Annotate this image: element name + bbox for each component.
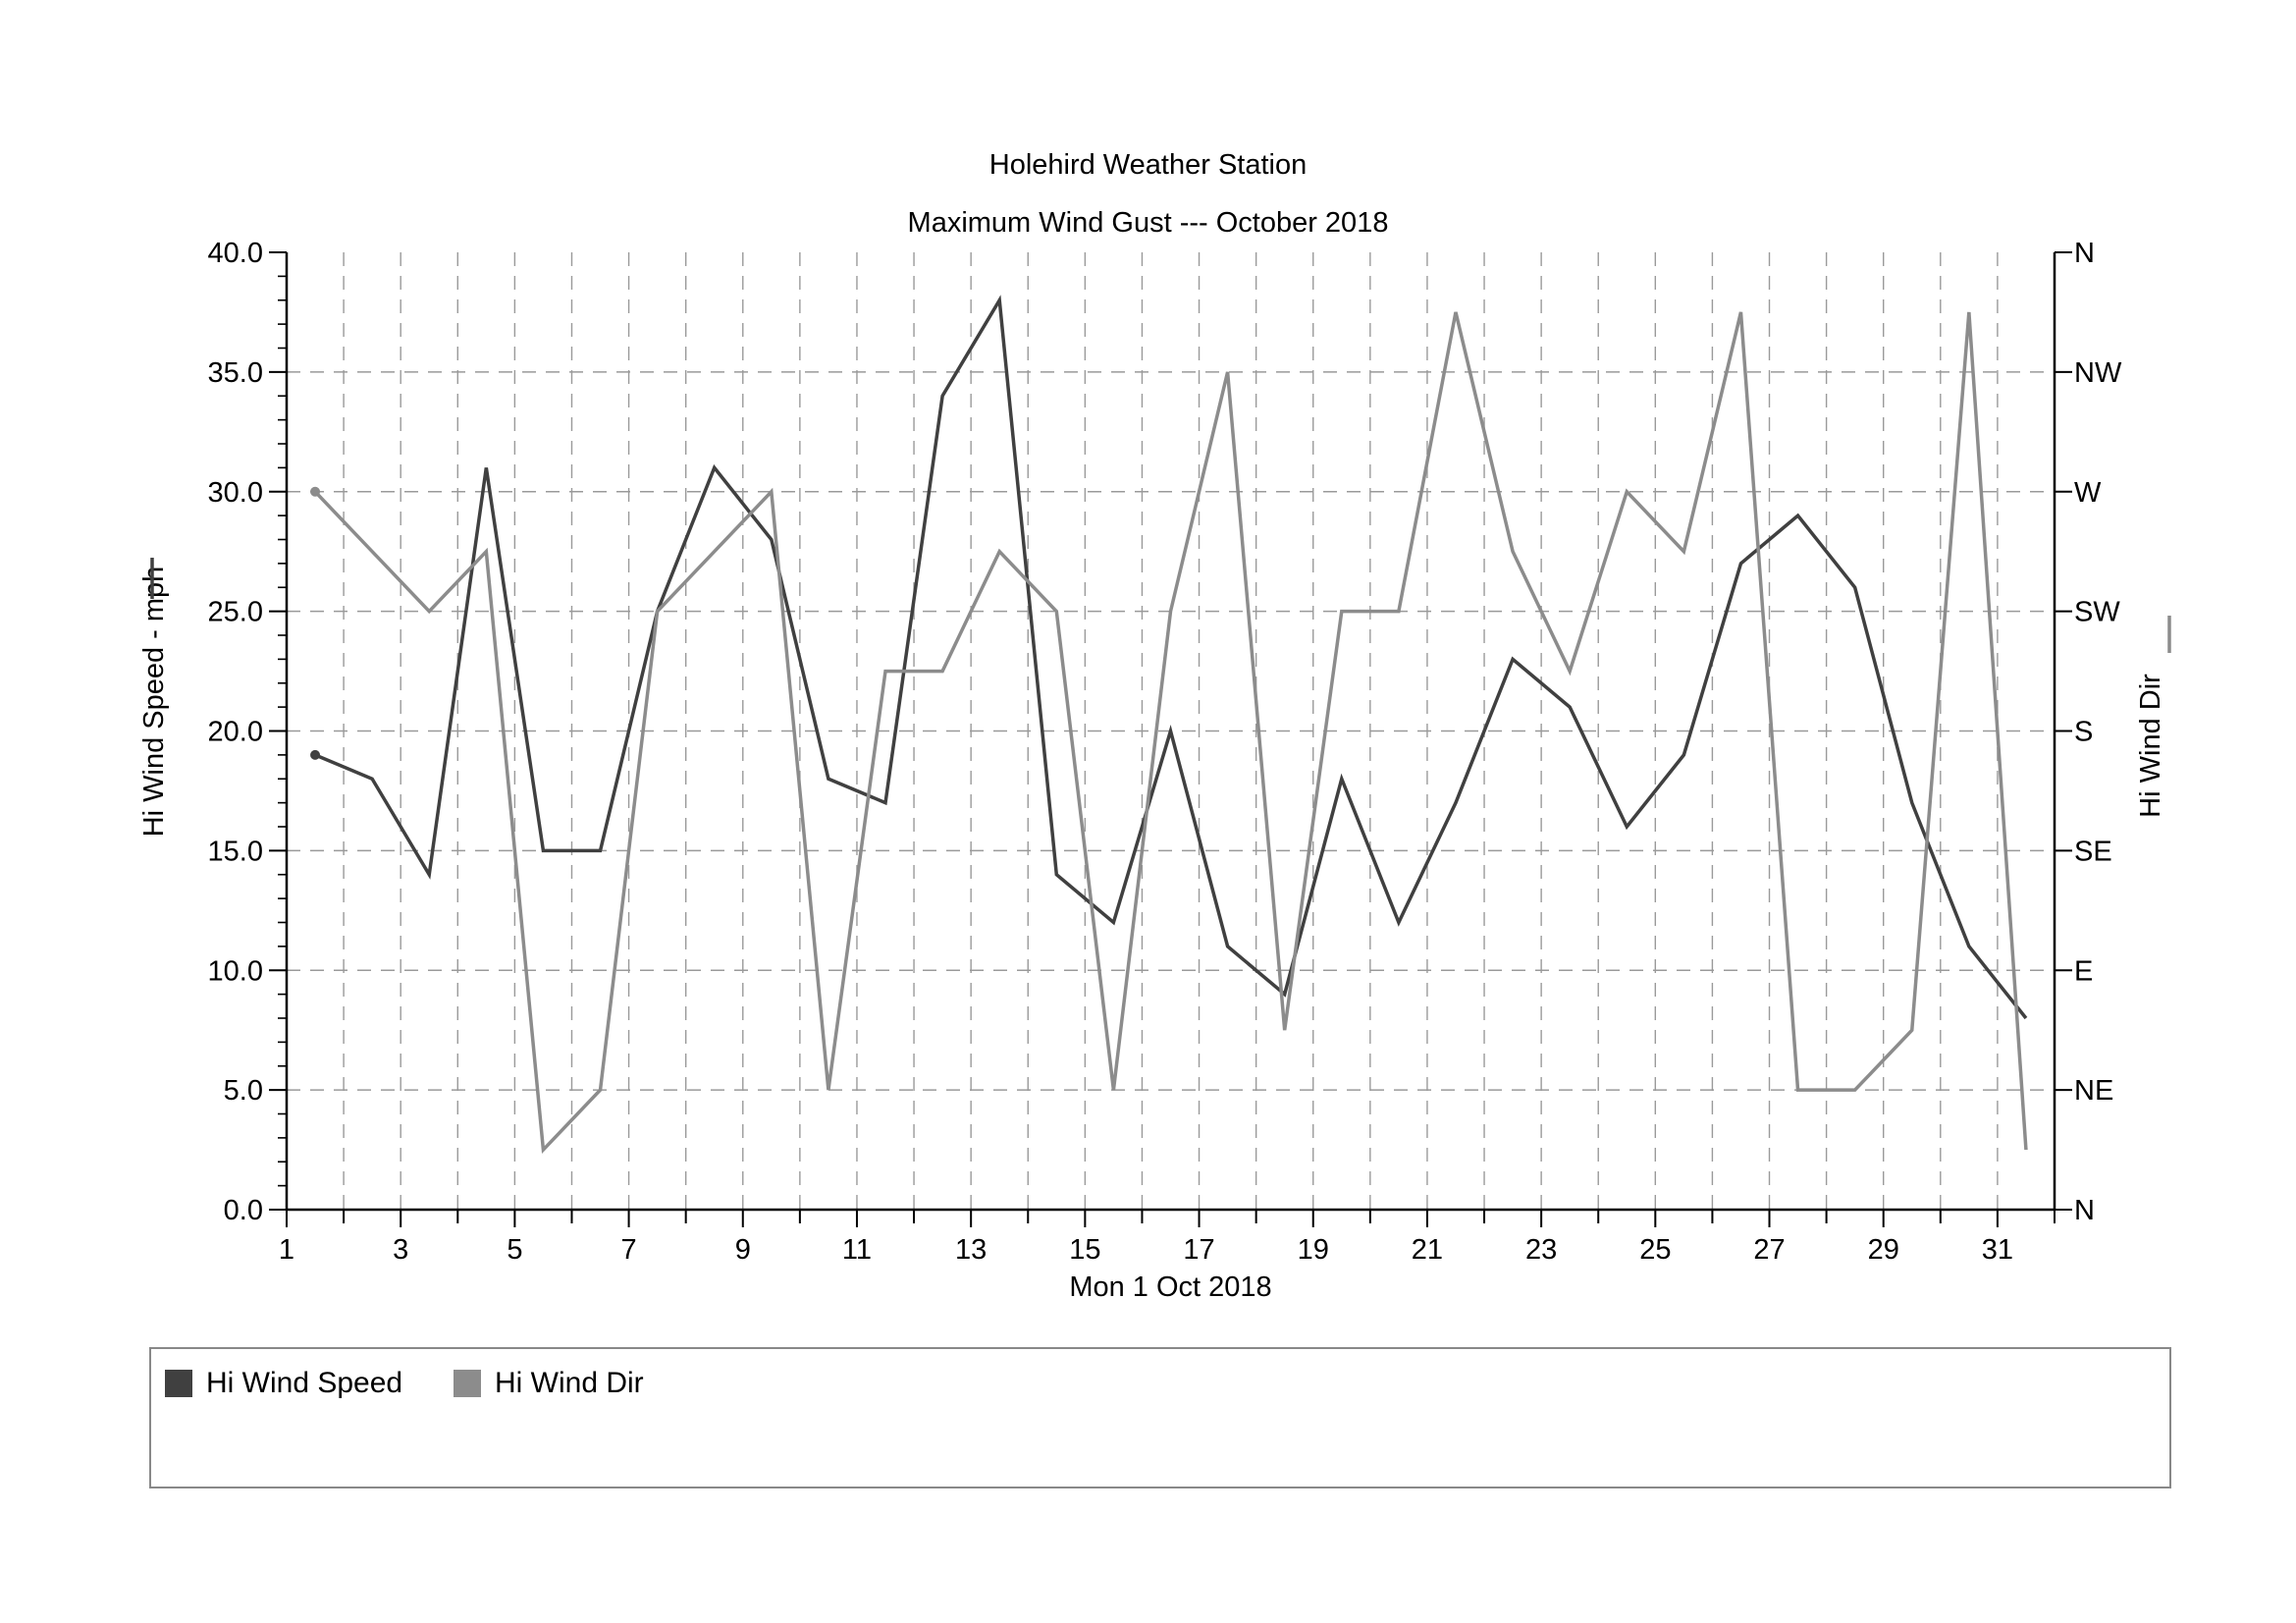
- series-lines: [310, 295, 2028, 1155]
- legend-label-wind-speed: Hi Wind Speed: [206, 1367, 403, 1399]
- series-start-point-wind-speed: [310, 749, 321, 760]
- y2-tick-label: N: [2074, 238, 2095, 269]
- x-tick-label: 23: [1525, 1234, 1557, 1266]
- x-tick-label: 1: [279, 1234, 294, 1266]
- legend-label-wind-dir: Hi Wind Dir: [495, 1367, 644, 1399]
- series-line-wind-dir: [313, 311, 2028, 1155]
- legend-item-wind-dir: Hi Wind Dir: [454, 1367, 644, 1400]
- x-tick-label: 15: [1069, 1234, 1100, 1266]
- chart-subtitle: Maximum Wind Gust --- October 2018: [907, 207, 1389, 239]
- x-tick-label: 13: [955, 1234, 987, 1266]
- chart-title: Holehird Weather Station: [988, 149, 1308, 181]
- series-start-point-wind-dir: [310, 486, 321, 497]
- x-tick-label: 7: [621, 1234, 637, 1266]
- x-tick-label: 19: [1298, 1234, 1329, 1266]
- x-tick-label: 17: [1183, 1234, 1214, 1266]
- y2-tick-label: N: [2074, 1195, 2095, 1226]
- y-tick-label: 10.0: [208, 955, 263, 987]
- x-axis-label: Mon 1 Oct 2018: [1069, 1271, 1271, 1303]
- series-line-wind-speed: [314, 295, 2028, 1020]
- y-tick-label: 15.0: [208, 836, 263, 867]
- legend-swatch-wind-speed: [165, 1370, 192, 1397]
- y2-tick-label: NE: [2074, 1075, 2113, 1107]
- y2-axis-label: Hi Wind Dir: [2135, 674, 2166, 818]
- y-axis-label: Hi Wind Speed - mph: [138, 567, 170, 838]
- x-tick-label: 11: [842, 1234, 872, 1266]
- x-tick-label: 5: [507, 1234, 522, 1266]
- y2-tick-label: NW: [2074, 357, 2122, 389]
- y2-tick-label: S: [2074, 717, 2093, 748]
- x-tick-label: 25: [1639, 1234, 1671, 1266]
- y2-tick-label: SW: [2074, 597, 2120, 628]
- x-tick-label: 31: [1982, 1234, 2013, 1266]
- x-tick-label: 27: [1753, 1234, 1785, 1266]
- y-tick-label: 40.0: [208, 238, 263, 269]
- y-tick-label: 0.0: [224, 1195, 263, 1226]
- y-tick-label: 20.0: [208, 717, 263, 748]
- y2-tick-label: E: [2074, 955, 2093, 987]
- legend-item-wind-speed: Hi Wind Speed: [165, 1367, 402, 1400]
- x-tick-label: 21: [1412, 1234, 1443, 1266]
- axis-labels: 0.0 N 5.0 NE 10.0 E 15.0 SE 20.0 S 25.0 SW 30.0 W 35.0…: [138, 238, 2171, 1303]
- y2-tick-label: W: [2074, 477, 2102, 509]
- y-tick-label: 35.0: [208, 357, 263, 389]
- x-tick-label: 9: [735, 1234, 751, 1266]
- y2-tick-label: SE: [2074, 836, 2112, 867]
- y-tick-label: 30.0: [208, 477, 263, 509]
- axes: [269, 251, 2072, 1227]
- y-tick-label: 25.0: [208, 597, 263, 628]
- legend: Hi Wind Speed Hi Wind Dir: [149, 1347, 2171, 1488]
- y-tick-label: 5.0: [224, 1075, 263, 1107]
- x-tick-label: 3: [393, 1234, 408, 1266]
- legend-swatch-wind-dir: [454, 1370, 481, 1397]
- x-tick-label: 29: [1868, 1234, 1899, 1266]
